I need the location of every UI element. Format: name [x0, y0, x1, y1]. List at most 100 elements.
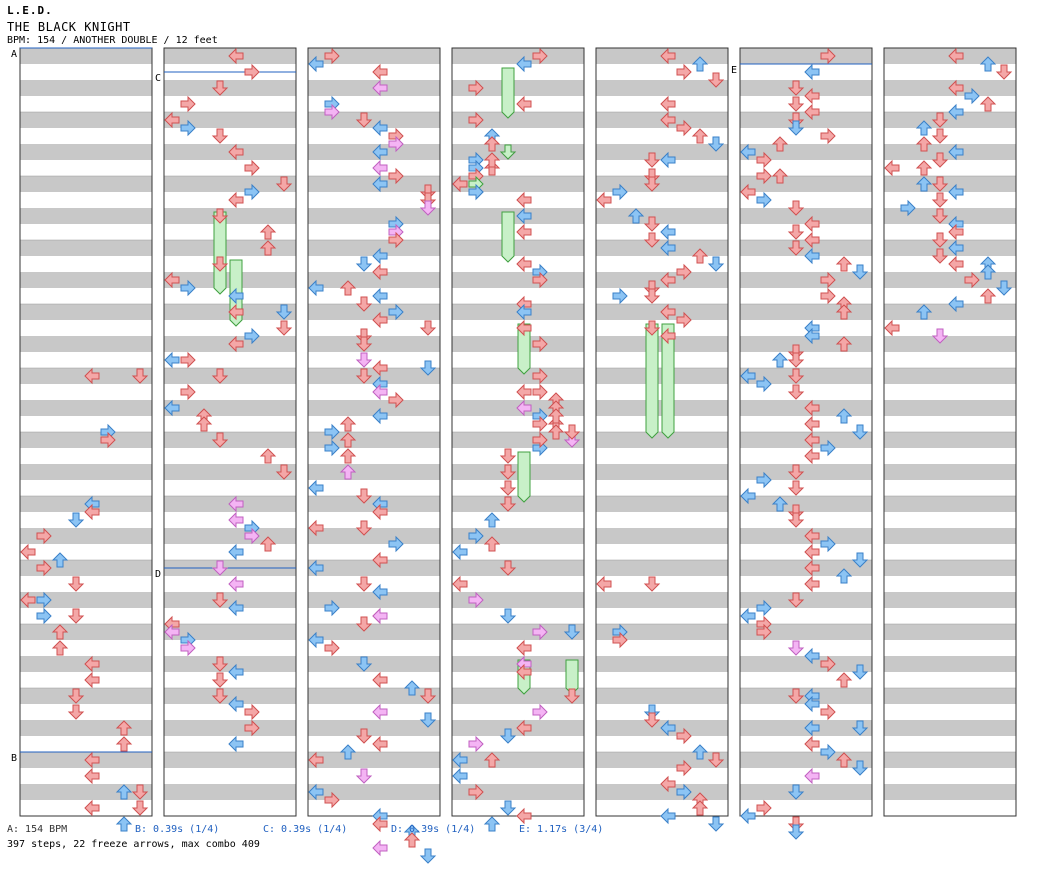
step-arrow	[355, 728, 373, 744]
beat-band	[740, 656, 872, 672]
beat-band	[452, 80, 584, 96]
step-arrow	[275, 320, 293, 336]
beat-band	[20, 528, 152, 544]
step-arrow	[419, 712, 437, 728]
step-arrow	[324, 599, 340, 617]
step-arrow	[419, 320, 437, 336]
step-arrow	[339, 464, 357, 480]
step-arrow	[228, 735, 244, 753]
step-arrow	[804, 695, 820, 713]
step-arrow	[355, 256, 373, 272]
beat-band	[20, 272, 152, 288]
step-arrow	[468, 527, 484, 545]
step-arrow	[820, 535, 836, 553]
beat-band	[596, 592, 728, 608]
step-summary: 397 steps, 22 freeze arrows, max combo 4…	[7, 839, 260, 850]
step-arrow	[211, 80, 229, 96]
step-arrow	[228, 191, 244, 209]
step-arrow	[372, 143, 388, 161]
beat-band	[20, 112, 152, 128]
step-arrow	[228, 47, 244, 65]
step-arrow	[499, 464, 517, 480]
step-arrow	[931, 176, 949, 192]
step-arrow	[820, 47, 836, 65]
step-arrow	[164, 623, 180, 641]
step-arrow	[676, 783, 692, 801]
step-arrow	[20, 591, 36, 609]
step-arrow	[355, 488, 373, 504]
beat-band	[164, 656, 296, 672]
beat-band	[20, 176, 152, 192]
beat-band	[884, 336, 1016, 352]
legend-a: A: 154 BPM	[7, 824, 68, 835]
beat-band	[452, 752, 584, 768]
step-arrow	[228, 143, 244, 161]
step-arrow	[180, 279, 196, 297]
step-arrow	[259, 224, 277, 240]
beat-band	[884, 528, 1016, 544]
step-arrow	[532, 47, 548, 65]
step-arrow	[100, 431, 116, 449]
legend-b: B: 0.39s (1/4)	[135, 824, 220, 835]
beat-band	[596, 784, 728, 800]
beat-band	[596, 752, 728, 768]
step-arrow	[771, 496, 789, 512]
step-arrow	[516, 55, 532, 73]
step-arrow	[452, 175, 468, 193]
step-arrow	[388, 303, 404, 321]
step-arrow	[851, 720, 869, 736]
step-arrow	[372, 583, 388, 601]
legend-e: E: 1.17s (3/4)	[519, 824, 604, 835]
step-arrow	[915, 160, 933, 176]
step-arrow	[516, 223, 532, 241]
step-arrow	[995, 280, 1013, 296]
step-arrow	[756, 375, 772, 393]
beat-band	[308, 240, 440, 256]
step-arrow	[931, 248, 949, 264]
beat-band	[452, 688, 584, 704]
step-arrow	[115, 720, 133, 736]
beat-band	[20, 560, 152, 576]
beat-band	[164, 784, 296, 800]
step-arrow	[740, 367, 756, 385]
beat-band	[884, 752, 1016, 768]
step-arrow	[532, 431, 548, 449]
step-arrow	[979, 288, 997, 304]
step-arrow	[244, 63, 260, 81]
step-arrow	[372, 175, 388, 193]
step-arrow	[787, 240, 805, 256]
step-arrow	[787, 512, 805, 528]
step-arrow	[820, 287, 836, 305]
step-arrow	[915, 304, 933, 320]
step-arrow	[372, 815, 388, 833]
step-arrow	[516, 663, 532, 681]
step-arrow	[804, 63, 820, 81]
step-arrow	[499, 800, 517, 816]
beat-band	[308, 48, 440, 64]
step-arrow	[931, 112, 949, 128]
step-arrow	[835, 304, 853, 320]
step-arrow	[51, 624, 69, 640]
step-arrow	[244, 703, 260, 721]
step-arrow	[131, 800, 149, 816]
step-arrow	[499, 144, 517, 160]
step-arrow	[180, 119, 196, 137]
step-arrow	[948, 79, 964, 97]
beat-band	[740, 592, 872, 608]
step-arrow	[787, 464, 805, 480]
step-arrow	[483, 752, 501, 768]
beat-band	[20, 208, 152, 224]
step-arrow	[388, 391, 404, 409]
step-arrow	[499, 728, 517, 744]
step-arrow	[691, 800, 709, 816]
step-arrow	[67, 704, 85, 720]
step-arrow	[643, 216, 661, 232]
step-arrow	[771, 136, 789, 152]
beat-band	[164, 208, 296, 224]
step-arrow	[244, 159, 260, 177]
step-arrow	[915, 136, 933, 152]
step-arrow	[452, 767, 468, 785]
step-arrow	[787, 640, 805, 656]
step-arrow	[180, 383, 196, 401]
step-arrow	[787, 688, 805, 704]
